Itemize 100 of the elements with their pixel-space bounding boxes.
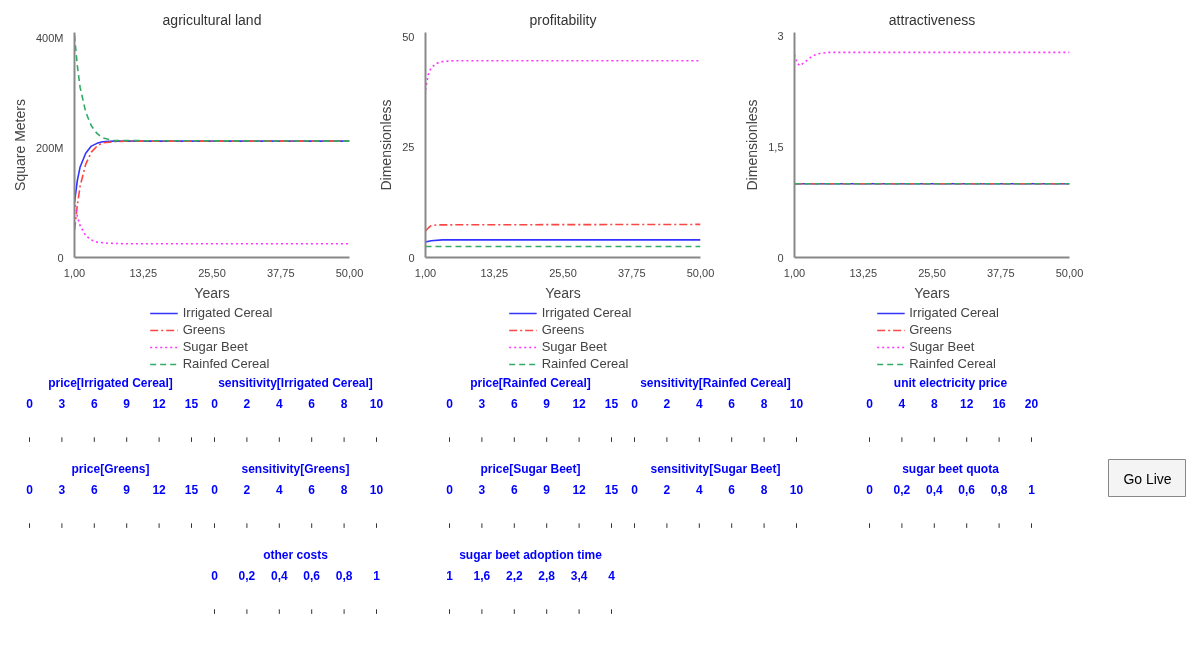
line-series: [794, 51, 1070, 67]
category-label: 6: [308, 397, 316, 412]
text: other costs: [263, 547, 329, 562]
category-label: 0,2: [238, 569, 256, 584]
x-tick-label: 13,25: [129, 266, 158, 279]
legend-label: Rainfed Cereal: [182, 356, 270, 371]
category-label: 0,2: [893, 483, 911, 498]
category-label: 2: [663, 397, 671, 412]
text: price[Rainfed Cereal]: [470, 375, 591, 390]
category-label: 2: [663, 483, 671, 498]
category-label: 15: [184, 483, 199, 498]
x-tick-label: 13,25: [849, 266, 878, 279]
y-tick-label: 0: [777, 251, 784, 264]
category-label: 8: [760, 397, 768, 412]
category-label: 8: [340, 397, 348, 412]
category-label: 6: [510, 397, 518, 412]
category-label: 0: [446, 483, 454, 498]
text: unit electricity price: [893, 375, 1008, 390]
y-tick-label: 200M: [35, 141, 64, 154]
category-label: 0: [211, 483, 219, 498]
category-label: 3: [478, 483, 486, 498]
category-label: 12: [152, 483, 167, 498]
category-label: 0,8: [335, 569, 353, 584]
x-axis-title: Years: [914, 284, 950, 301]
x-tick-label: 1,00: [783, 266, 806, 279]
category-label: 15: [184, 397, 199, 412]
category-label: 8: [930, 397, 938, 412]
text: sensitivity[Greens]: [241, 461, 350, 476]
category-label: 4: [695, 397, 703, 412]
legend-label: Greens: [909, 322, 952, 337]
text: sensitivity[Irrigated Cereal]: [218, 375, 373, 390]
category-label: 4: [275, 483, 283, 498]
y-axis-title: Square Meters: [11, 99, 28, 191]
category-label: 9: [543, 483, 551, 498]
text: price[Greens]: [71, 461, 150, 476]
category-label: 20: [1024, 397, 1039, 412]
category-label: 6: [90, 483, 98, 498]
legend-label: Sugar Beet: [182, 339, 248, 354]
category-label: 10: [789, 483, 804, 498]
category-label: 12: [572, 397, 587, 412]
x-tick-label: 13,25: [480, 266, 509, 279]
category-label: 12: [572, 483, 587, 498]
chart-title: profitability: [529, 11, 597, 28]
category-label: 1: [373, 569, 381, 584]
category-label: 16: [992, 397, 1007, 412]
x-tick-label: 37,75: [617, 266, 646, 279]
category-label: 4: [608, 569, 616, 584]
x-axis-title: Years: [194, 284, 230, 301]
category-label: 0: [211, 569, 219, 584]
category-label: 2,8: [538, 569, 556, 584]
chart-title: attractiveness: [888, 11, 976, 28]
legend-label: Greens: [182, 322, 226, 337]
category-label: 2: [243, 397, 251, 412]
category-label: 0: [631, 397, 639, 412]
x-tick-label: 37,75: [986, 266, 1015, 279]
category-label: 12: [152, 397, 167, 412]
category-label: 6: [728, 483, 736, 498]
category-label: 9: [123, 397, 131, 412]
x-tick-label: 25,50: [198, 266, 226, 279]
legend-label: Irrigated Cereal: [182, 305, 273, 320]
category-label: 0,6: [958, 483, 976, 498]
category-label: 15: [604, 397, 619, 412]
y-tick-label: 0: [57, 251, 64, 264]
category-label: 6: [308, 483, 316, 498]
category-label: 1: [446, 569, 454, 584]
text: Go Live: [1123, 470, 1172, 487]
category-label: 2: [243, 483, 251, 498]
category-label: 9: [123, 483, 131, 498]
x-tick-label: 37,75: [266, 266, 295, 279]
legend-label: Rainfed Cereal: [541, 356, 629, 371]
category-label: 4: [275, 397, 283, 412]
legend-label: Rainfed Cereal: [909, 356, 996, 371]
x-tick-label: 50,00: [1055, 266, 1084, 279]
text: price[Sugar Beet]: [480, 461, 581, 476]
legend-label: Sugar Beet: [541, 339, 607, 354]
line-series: [425, 223, 701, 232]
x-tick-label: 1,00: [63, 266, 86, 279]
category-label: 10: [789, 397, 804, 412]
category-label: 1: [1028, 483, 1036, 498]
text: sensitivity[Rainfed Cereal]: [640, 375, 791, 390]
x-tick-label: 50,00: [686, 266, 715, 279]
text: sugar beet adoption time: [459, 547, 603, 562]
legend-label: Irrigated Cereal: [541, 305, 632, 320]
category-label: 15: [604, 483, 619, 498]
category-label: 4: [695, 483, 703, 498]
text: price[Irrigated Cereal]: [48, 375, 173, 390]
x-axis-title: Years: [545, 284, 581, 301]
category-label: 0: [866, 397, 874, 412]
category-label: 0: [866, 483, 874, 498]
text: sugar beet quota: [902, 461, 1000, 476]
x-tick-label: 25,50: [549, 266, 577, 279]
y-tick-label: 400M: [35, 31, 64, 44]
category-label: 6: [728, 397, 736, 412]
category-label: 3: [478, 397, 486, 412]
category-label: 0,4: [925, 483, 943, 498]
category-label: 2,2: [505, 569, 523, 584]
category-label: 9: [543, 397, 551, 412]
legend-label: Greens: [541, 322, 585, 337]
category-label: 1,6: [473, 569, 491, 584]
x-tick-label: 1,00: [414, 266, 437, 279]
